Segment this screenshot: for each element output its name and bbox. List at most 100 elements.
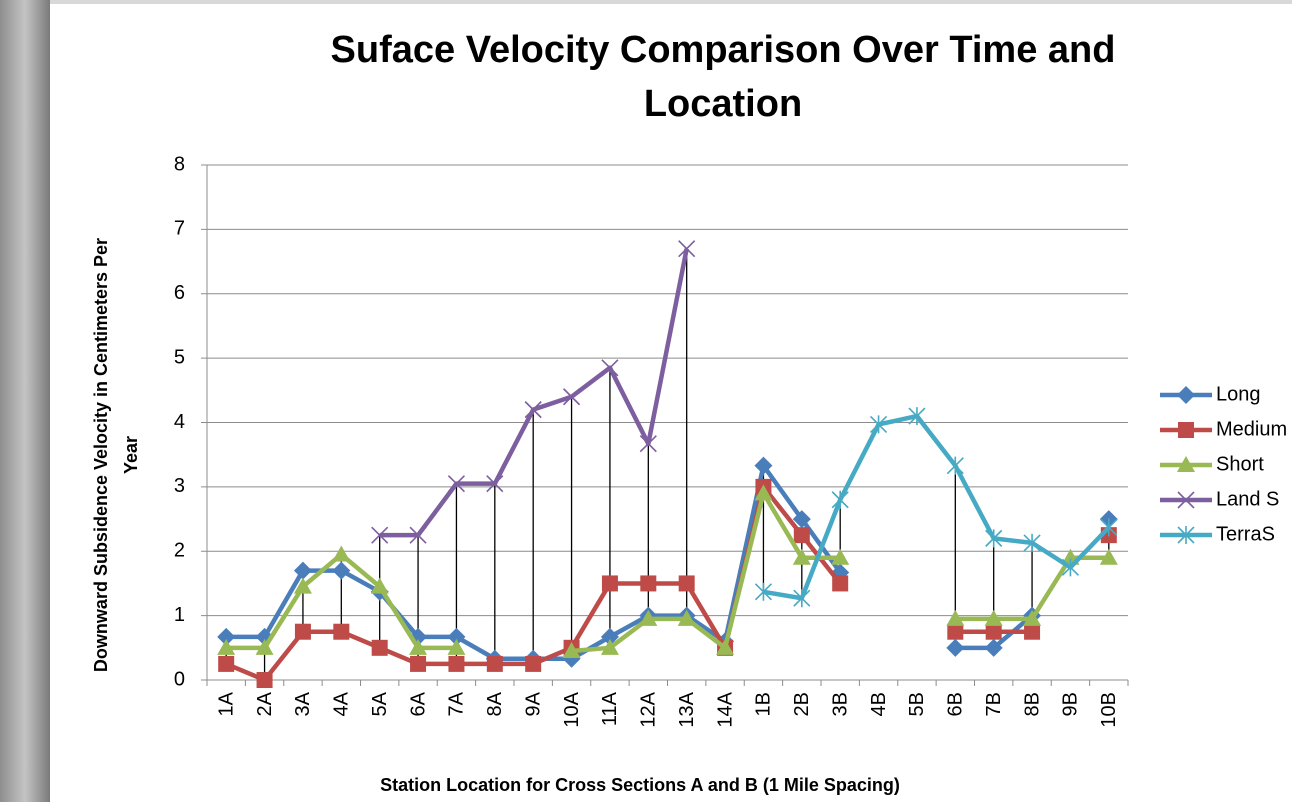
marker bbox=[255, 638, 274, 655]
marker bbox=[293, 561, 312, 580]
marker bbox=[333, 623, 350, 640]
x-axis-title: Station Location for Cross Sections A an… bbox=[380, 775, 900, 795]
marker bbox=[869, 415, 888, 434]
marker bbox=[294, 623, 311, 640]
marker bbox=[217, 627, 236, 646]
marker bbox=[716, 638, 735, 655]
x-tick-label: 6B bbox=[945, 692, 967, 716]
x-tick-label: 6A bbox=[407, 691, 429, 716]
y-tick-label: 5 bbox=[174, 346, 185, 368]
y-axis-title: Downward Subsidence Velocity in Centimet… bbox=[91, 238, 111, 672]
marker bbox=[293, 577, 312, 594]
x-tick-label: 8A bbox=[484, 691, 506, 716]
marker bbox=[793, 589, 811, 608]
legend-label: Long bbox=[1216, 383, 1261, 405]
marker bbox=[218, 655, 235, 672]
marker bbox=[1177, 386, 1195, 404]
x-tick-label: 2A bbox=[254, 691, 276, 716]
marker bbox=[677, 609, 696, 626]
x-tick-label: 10B bbox=[1098, 692, 1120, 728]
marker bbox=[946, 456, 964, 475]
marker bbox=[793, 527, 810, 544]
x-tick-label: 1B bbox=[753, 692, 775, 716]
marker bbox=[1178, 422, 1194, 438]
legend-label: TerraS bbox=[1216, 523, 1275, 545]
marker bbox=[409, 638, 428, 655]
marker bbox=[792, 510, 811, 529]
marker bbox=[946, 609, 965, 626]
marker bbox=[1177, 456, 1195, 472]
x-tick-label: 13A bbox=[676, 691, 698, 727]
x-tick-label: 12A bbox=[638, 691, 660, 727]
x-tick-label: 10A bbox=[561, 691, 583, 727]
marker bbox=[1177, 491, 1195, 509]
marker bbox=[370, 577, 389, 594]
marker bbox=[1024, 623, 1041, 640]
x-tick-label: 7A bbox=[446, 691, 468, 716]
marker bbox=[678, 240, 696, 258]
y-tick-label: 2 bbox=[174, 540, 185, 562]
x-tick-label: 4A bbox=[331, 691, 353, 716]
y-axis-title: Year bbox=[121, 436, 141, 474]
marker bbox=[754, 456, 773, 475]
marker bbox=[1100, 518, 1118, 537]
x-tick-label: 3B bbox=[829, 692, 851, 716]
y-tick-label: 0 bbox=[174, 668, 185, 690]
x-tick-label: 5B bbox=[906, 692, 928, 716]
chart-title: Suface Velocity Comparison Over Time and bbox=[331, 29, 1116, 71]
marker bbox=[1099, 548, 1118, 565]
marker bbox=[947, 623, 964, 640]
y-tick-label: 6 bbox=[174, 282, 185, 304]
series-line bbox=[763, 413, 1111, 601]
x-tick-label: 14A bbox=[714, 691, 736, 727]
marker bbox=[256, 672, 273, 688]
marker bbox=[562, 388, 581, 406]
marker bbox=[600, 638, 619, 655]
marker bbox=[1023, 533, 1041, 552]
y-tick-label: 7 bbox=[174, 218, 185, 240]
marker bbox=[447, 627, 466, 646]
marker bbox=[639, 435, 657, 453]
marker bbox=[525, 655, 542, 672]
marker bbox=[447, 475, 466, 493]
marker bbox=[832, 575, 849, 592]
y-tick-label: 4 bbox=[174, 411, 185, 433]
marker bbox=[984, 609, 1003, 626]
marker bbox=[985, 529, 1003, 548]
marker bbox=[601, 359, 619, 377]
y-tick-label: 3 bbox=[174, 475, 185, 497]
marker bbox=[984, 638, 1003, 657]
chart-panel bbox=[50, 4, 1292, 802]
marker bbox=[792, 548, 811, 565]
marker bbox=[601, 575, 618, 592]
marker bbox=[678, 575, 695, 592]
legend-label: Medium bbox=[1216, 418, 1287, 440]
marker bbox=[448, 655, 465, 672]
marker bbox=[332, 561, 351, 580]
marker bbox=[754, 582, 773, 601]
marker bbox=[1023, 609, 1042, 626]
marker bbox=[946, 638, 965, 657]
marker bbox=[831, 548, 850, 565]
marker bbox=[562, 642, 581, 659]
side-strip bbox=[0, 0, 50, 802]
chart-title: Location bbox=[644, 83, 802, 125]
marker bbox=[447, 638, 466, 655]
marker bbox=[371, 639, 388, 656]
x-tick-label: 11A bbox=[599, 691, 621, 726]
y-tick-label: 8 bbox=[174, 153, 185, 175]
marker bbox=[639, 609, 658, 626]
x-tick-label: 7B bbox=[983, 692, 1005, 716]
marker bbox=[600, 627, 619, 646]
marker bbox=[217, 638, 236, 655]
marker bbox=[985, 623, 1002, 640]
x-tick-label: 2B bbox=[791, 692, 813, 716]
series-line bbox=[571, 491, 841, 654]
marker bbox=[486, 655, 503, 672]
marker bbox=[640, 575, 657, 592]
marker bbox=[409, 526, 427, 544]
x-tick-label: 4B bbox=[868, 692, 890, 716]
marker bbox=[332, 545, 351, 562]
